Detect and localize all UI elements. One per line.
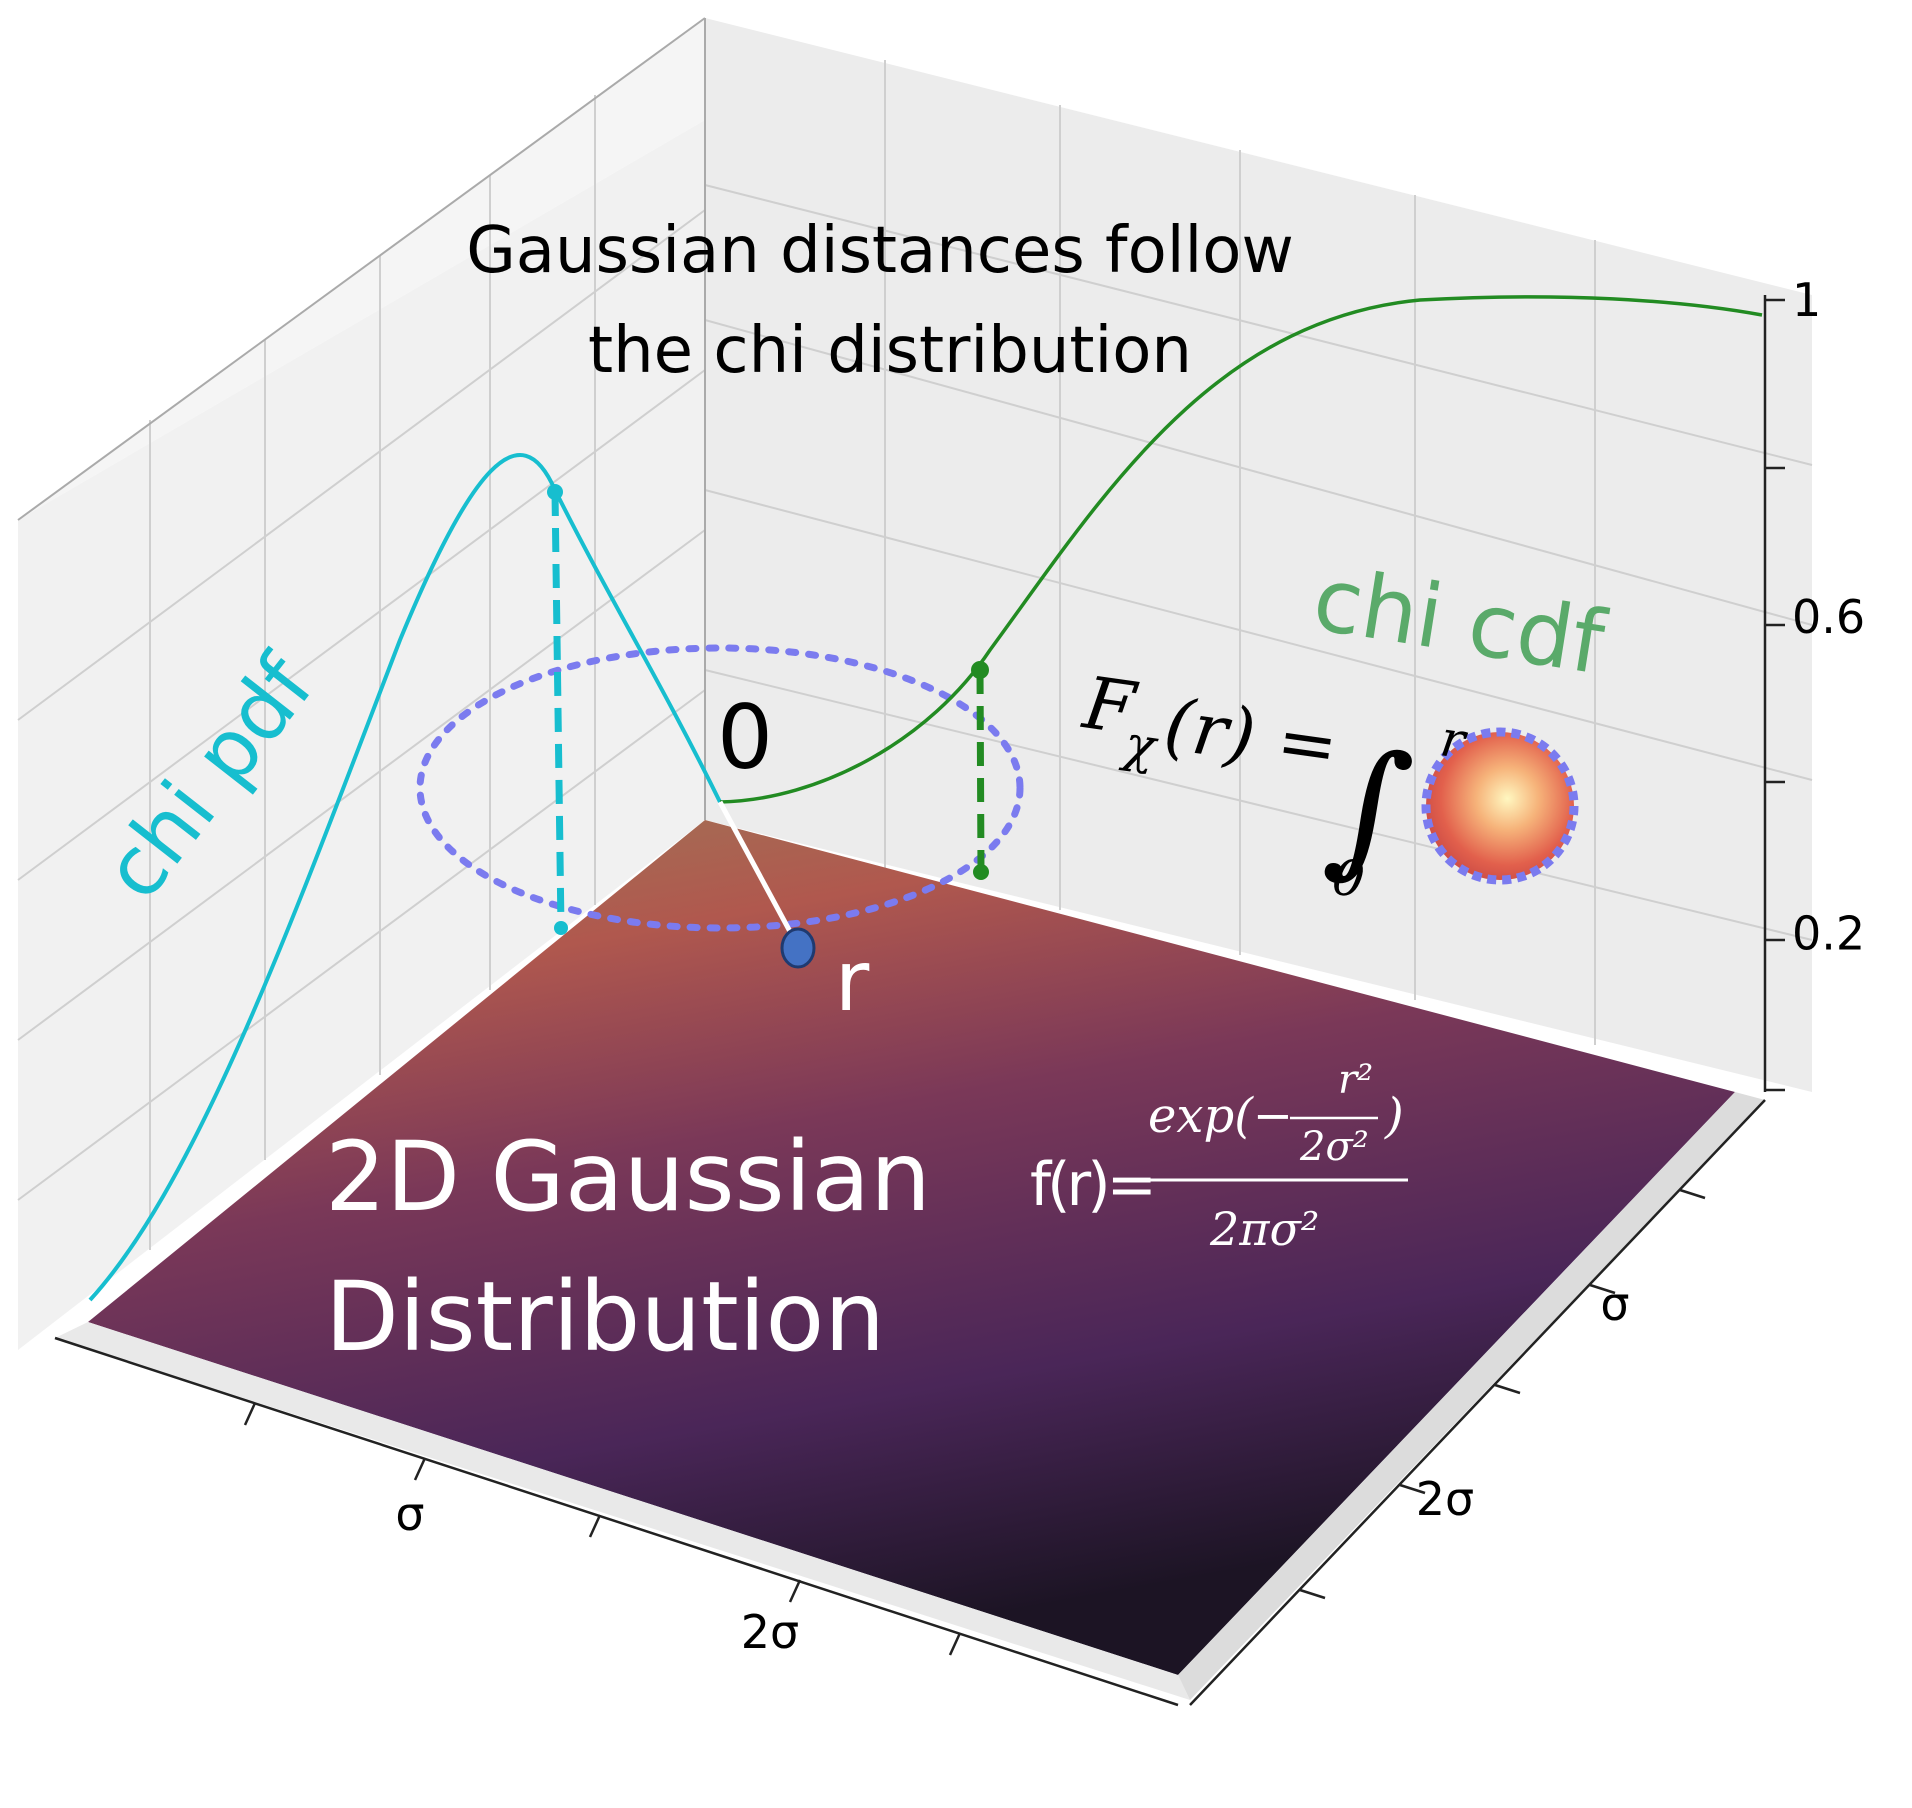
- x-axis: [54, 1336, 1179, 1707]
- pdf-peak-line: [551, 491, 565, 929]
- floor-edge-right: [1178, 1092, 1765, 1700]
- pdf-formula-lhs: f(r)=: [1030, 1150, 1153, 1220]
- x-tick-label-2sigma: 2σ: [741, 1605, 799, 1659]
- z-tick-label: 0.6: [1792, 590, 1865, 644]
- grid-left: [17, 95, 706, 1250]
- gaussian-surface: [88, 820, 1735, 1675]
- z-tick-label: 0.2: [1792, 907, 1865, 961]
- y-axis: [1189, 1099, 1766, 1706]
- sample-point: [780, 927, 816, 969]
- pdf-formula-denominator: 2πσ²: [1209, 1202, 1319, 1256]
- pdf-formula-frac-bottom: 2σ²: [1299, 1124, 1369, 1170]
- pdf-formula: f(r)= exp(− r² 2σ² ) 2πσ²: [1030, 1057, 1408, 1256]
- z-ticks: [1765, 298, 1785, 1092]
- radius-circle: [416, 644, 1024, 932]
- radius-line: [717, 800, 803, 952]
- chi-cdf-curve: [719, 295, 1763, 804]
- pdf-base-marker: [554, 921, 568, 935]
- cdf-base-marker: [973, 864, 989, 880]
- y-tick-label-2sigma: 2σ: [1416, 1472, 1474, 1526]
- z-tick-label: 1: [1792, 273, 1821, 327]
- pane-edges: [17, 17, 706, 820]
- pdf-formula-frac-top: r²: [1338, 1057, 1373, 1103]
- pdf-formula-num-suffix: ): [1384, 1088, 1404, 1144]
- title-line-2: the chi distribution: [588, 314, 1192, 388]
- title-line-1: Gaussian distances follow: [466, 214, 1294, 288]
- z-tick-labels: 0.2 0.6 1: [1792, 273, 1865, 961]
- pdf-peak-marker: [547, 484, 563, 500]
- origin-label: 0: [717, 686, 773, 789]
- cdf-marker: [971, 661, 989, 679]
- pdf-formula-num-prefix: exp(−: [1148, 1088, 1293, 1144]
- x-tick-label-sigma: σ: [395, 1487, 424, 1541]
- y-tick-label-sigma: σ: [1600, 1277, 1629, 1331]
- y-ticks: [1299, 1188, 1706, 1600]
- x-ticks: [243, 1402, 962, 1656]
- grid-right: [704, 60, 1813, 1045]
- floor-edge: [55, 1322, 1190, 1700]
- surface-label-line-1: 2D Gaussian: [325, 1121, 931, 1233]
- left-back-pane: [18, 120, 705, 1350]
- surface-label-line-2: Distribution: [325, 1261, 885, 1373]
- chi-pdf-curve: [88, 453, 722, 1302]
- radius-label: r: [835, 932, 870, 1030]
- gaussian-ball-icon: [1421, 727, 1579, 885]
